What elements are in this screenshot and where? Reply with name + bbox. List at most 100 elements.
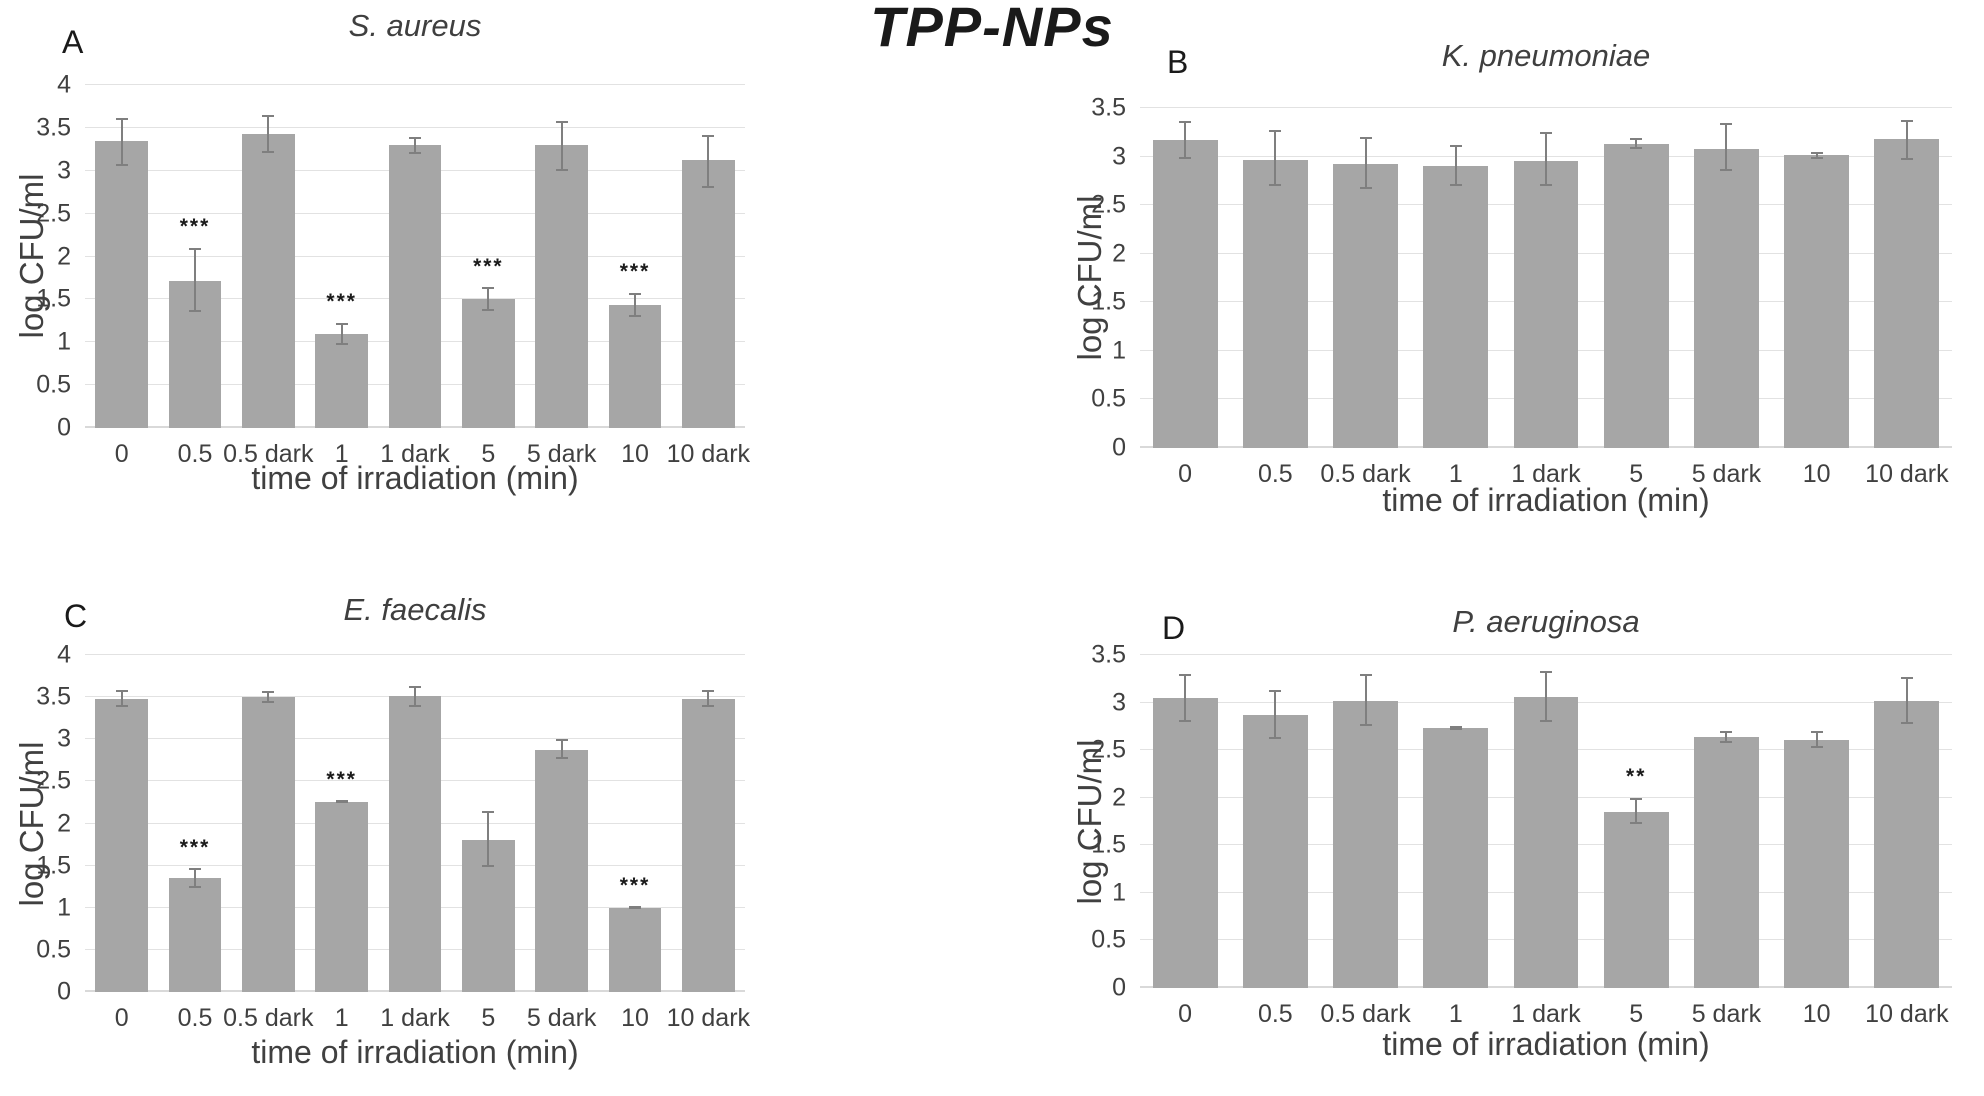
error-bar-cap — [1269, 183, 1282, 186]
x-tick-label: 10 dark — [1865, 460, 1949, 488]
y-tick-label: 3 — [57, 724, 71, 753]
x-tick-label: 5 dark — [1691, 460, 1762, 488]
bar — [315, 333, 369, 428]
error-bar — [115, 690, 129, 708]
error-bar-stem — [487, 810, 490, 868]
y-tick-label: 2 — [1112, 783, 1126, 812]
error-bar-stem — [340, 322, 343, 345]
error-bar-cap — [1810, 731, 1823, 734]
bar — [1242, 159, 1308, 448]
bar — [241, 133, 295, 428]
error-bar-cap — [1179, 674, 1192, 677]
error-bar-cap — [115, 164, 128, 167]
bar — [608, 304, 662, 428]
error-bar-cap — [1359, 724, 1372, 727]
error-bar-stem — [1545, 132, 1547, 186]
y-tick-label: 0 — [57, 413, 71, 442]
bar — [315, 801, 369, 992]
error-bar-cap — [409, 705, 421, 708]
x-tick-label: 10 dark — [1865, 1000, 1949, 1028]
error-bar-stem — [1815, 731, 1818, 749]
x-tick-label: 5 dark — [526, 1004, 597, 1032]
error-bar-stem — [414, 686, 416, 708]
y-tick-label: 2 — [57, 242, 71, 270]
error-bar-cap — [1810, 151, 1823, 154]
error-bar-cap — [1900, 157, 1913, 160]
x-tick-label: 10 dark — [666, 1004, 751, 1032]
bar — [1513, 696, 1579, 988]
error-bar — [555, 739, 569, 760]
error-bar-cap — [702, 185, 715, 188]
error-bar — [481, 810, 495, 868]
error-bar — [261, 115, 275, 153]
y-tick-label: 3.5 — [36, 682, 71, 711]
plot-area: 0 0.5 1 1.5 2 2.5 3 3.5 0 0.5 0.5 dark 1 1 dark ** 5 5 … — [1091, 641, 1952, 1028]
error-bar — [701, 134, 715, 188]
bar — [241, 697, 295, 992]
error-bar-stem — [707, 134, 710, 188]
error-bar-cap — [335, 342, 348, 345]
x-axis-label: time of irradiation (min) — [1382, 482, 1710, 518]
error-bar-cap — [409, 137, 421, 140]
bar — [1693, 148, 1759, 448]
significance-marker: ** — [1626, 765, 1647, 789]
x-tick-label: 1 dark — [1511, 460, 1581, 488]
error-bar — [628, 906, 642, 909]
panel-letter-a: A — [62, 24, 84, 60]
x-tick-label: 0.5 dark — [1320, 1000, 1411, 1028]
panel-title-e-faecalis: E. faecalis — [343, 592, 487, 627]
x-tick-label: 0.5 — [177, 1004, 213, 1032]
significance-marker: *** — [326, 289, 357, 313]
error-bar — [261, 691, 275, 704]
gridline — [85, 84, 745, 85]
error-bar-cap — [335, 801, 348, 804]
error-bar-cap — [1900, 676, 1913, 679]
error-bar — [1268, 690, 1282, 739]
error-bar — [1178, 120, 1192, 159]
y-tick-label: 0 — [1112, 433, 1126, 462]
error-bar-cap — [1179, 156, 1192, 159]
error-bar — [408, 137, 422, 154]
y-tick-label: 0.5 — [36, 935, 71, 964]
error-bar-stem — [1545, 671, 1547, 722]
error-bar-cap — [1900, 721, 1913, 724]
x-tick-label: 0.5 — [1257, 1000, 1293, 1028]
x-tick-label: 1 dark — [380, 440, 450, 468]
error-bar — [1539, 132, 1553, 186]
error-bar — [1359, 137, 1373, 189]
error-bar-stem — [1635, 797, 1638, 825]
x-tick-label: 10 — [1802, 1000, 1831, 1028]
error-bar-cap — [1449, 726, 1462, 729]
error-bar-cap — [1540, 183, 1552, 186]
panel-e-faecalis: C E. faecalis log CFU/ml 0 0.5 1 1.5 2 2.5 3 3.… — [0, 548, 992, 1096]
significance-marker: *** — [179, 835, 211, 859]
error-bar-cap — [702, 134, 715, 137]
error-bar — [1268, 130, 1282, 186]
bar — [1603, 812, 1669, 988]
bar — [1874, 139, 1940, 448]
error-bar-cap — [1540, 671, 1552, 674]
bar — [388, 145, 442, 428]
error-bar-cap — [482, 287, 495, 290]
y-tick-label: 0.5 — [1091, 925, 1126, 954]
y-tick-label: 4 — [57, 640, 71, 669]
error-bar-cap — [1720, 122, 1733, 125]
error-bar-cap — [1540, 132, 1552, 135]
error-bar — [1449, 726, 1463, 731]
y-tick-label: 4 — [57, 70, 71, 99]
bar — [1333, 700, 1399, 988]
error-bar — [408, 686, 422, 708]
x-tick-label: 1 — [1448, 1000, 1463, 1028]
y-tick-label: 1.5 — [1091, 830, 1126, 859]
x-tick-label: 0.5 dark — [223, 1004, 314, 1032]
error-bar-cap — [1359, 137, 1372, 140]
x-tick-label: 1 — [1448, 460, 1463, 488]
bar — [608, 907, 662, 992]
bar — [1784, 154, 1850, 448]
y-tick-label: 1.5 — [36, 851, 71, 880]
y-tick-label: 2.5 — [36, 199, 71, 228]
panel-title-k-pneumoniae: K. pneumoniae — [1441, 38, 1651, 73]
error-bar-stem — [1364, 674, 1367, 727]
x-axis-label: time of irradiation (min) — [251, 460, 579, 496]
error-bar-cap — [1269, 736, 1282, 739]
